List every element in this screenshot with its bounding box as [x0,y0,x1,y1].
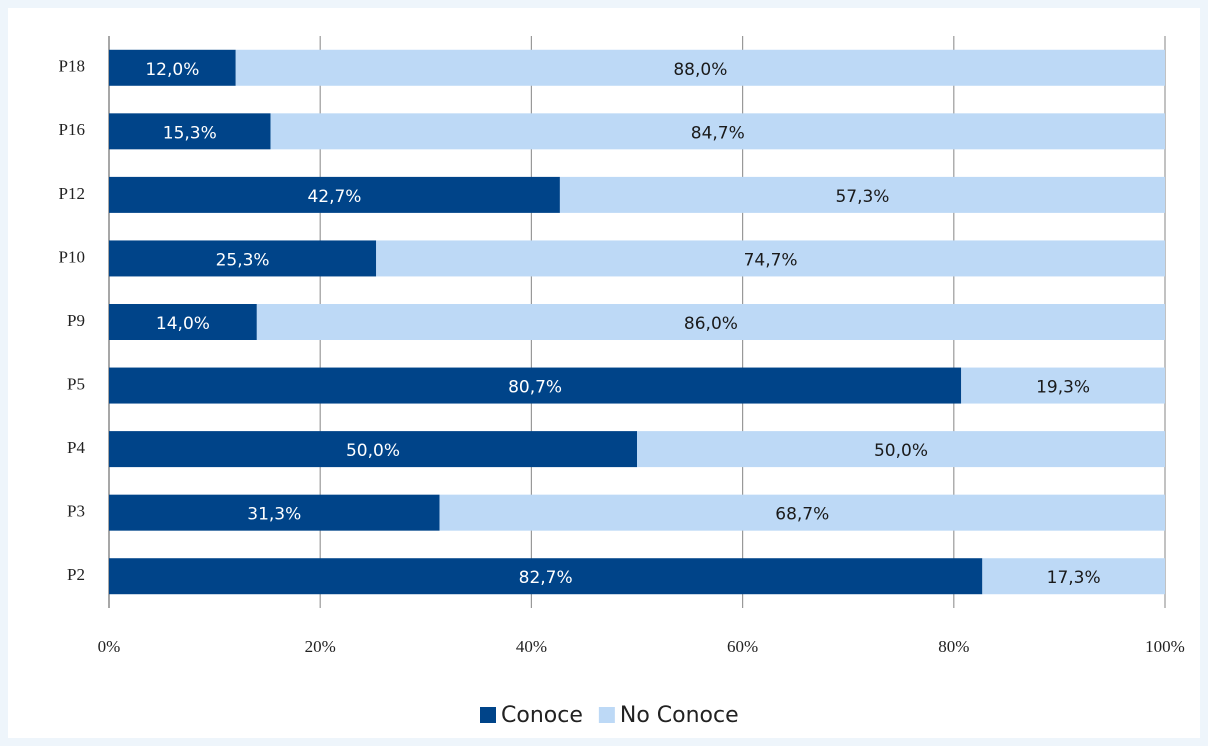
data-label: 82,7% [519,568,573,588]
y-tick-label: P2 [67,565,85,584]
bar-segment [637,431,1165,468]
data-label: 50,0% [346,441,400,461]
y-tick-label: P18 [59,57,85,76]
legend-swatch [598,707,615,723]
y-tick-label: P10 [59,247,85,266]
x-tick-label: 80% [938,637,969,656]
bar-segment [109,240,377,277]
bar-segment [109,304,257,340]
bar-segment [270,113,1165,150]
data-label: 14,0% [156,314,210,334]
x-tick-label: 0% [98,637,121,656]
bar-segment [961,367,1165,404]
data-label: 50,0% [874,441,928,461]
x-tick-label: 20% [305,637,336,656]
x-tick-label: 40% [516,637,547,656]
bar-segment [559,176,1165,213]
data-label: 88,0% [673,60,727,80]
legend-label: Conoce [501,703,583,728]
bar-segment [109,113,271,150]
y-tick-label: P9 [67,311,85,330]
data-label: 68,7% [775,505,829,525]
data-label: 86,0% [684,314,738,334]
bar-segment [109,558,983,595]
data-label: 19,3% [1036,378,1090,398]
data-label: 25,3% [216,250,270,270]
y-tick-label: P12 [59,184,85,203]
bar-segment [256,304,1166,340]
legend-swatch [480,707,496,723]
data-label: 17,3% [1047,568,1101,588]
x-tick-label: 60% [727,637,758,656]
bar-segment [235,49,1166,86]
bar-segment [109,367,962,404]
y-tick-label: P4 [67,438,85,457]
data-label: 15,3% [163,123,217,143]
legend-label: No Conoce [620,703,739,728]
data-label: 84,7% [691,123,745,143]
bar-segment [109,176,560,213]
y-tick-label: P3 [67,502,85,521]
data-label: 31,3% [247,505,301,525]
data-label: 80,7% [508,378,562,398]
bar-segment [109,49,236,86]
bar-segment [376,240,1166,277]
bar-segment [439,494,1165,531]
data-label: 74,7% [744,250,798,270]
y-tick-label: P16 [59,120,85,139]
y-tick-label: P5 [67,374,85,393]
x-tick-label: 100% [1145,637,1185,656]
data-label: 12,0% [145,60,199,80]
data-label: 57,3% [835,187,889,207]
bar-segment [109,431,637,468]
bar-segment [109,494,440,531]
data-label: 42,7% [307,187,361,207]
bar-segment [982,558,1165,595]
